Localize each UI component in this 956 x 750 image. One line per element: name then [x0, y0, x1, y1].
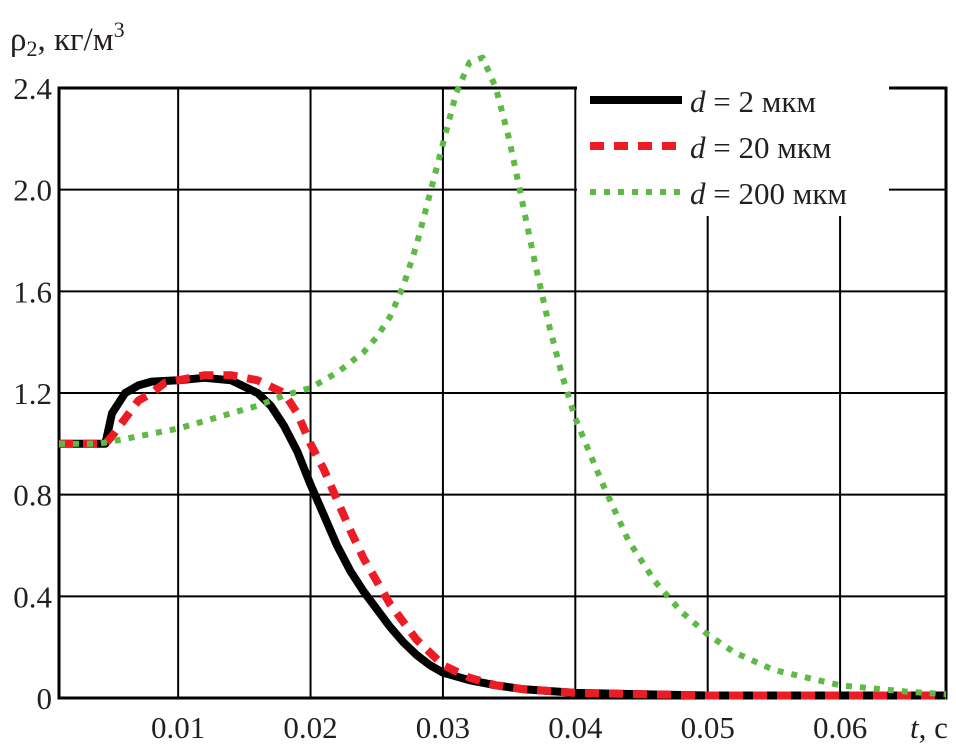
y-tick-label: 1.2 — [13, 376, 52, 411]
y-tick-label: 0.4 — [13, 579, 52, 614]
legend-var: d — [690, 130, 706, 165]
legend-label-2: d = 200 мкм — [690, 176, 847, 211]
y-tick-label: 2.4 — [13, 71, 52, 106]
legend-label-1: d = 20 мкм — [690, 130, 832, 165]
x-tick-label: 0.06 — [813, 710, 867, 745]
x-tick-label: 0.02 — [283, 710, 337, 745]
series-line-0 — [59, 373, 946, 700]
tick-labels: 0.01 0.02 0.03 0.04 0.05 0.06 0 0.4 0.8 1.2 1.6 2.0… — [13, 71, 867, 745]
x-axis-label: t, с — [910, 710, 948, 745]
legend-text: = 2 мкм — [706, 84, 817, 119]
x-tick-label: 0.04 — [548, 710, 603, 745]
grid — [57, 78, 948, 700]
y-tick-label: 0 — [37, 681, 53, 716]
x-tick-label: 0.01 — [151, 710, 205, 745]
y-axis-label: ρ2, кг/м3 — [10, 17, 125, 61]
series-line-2 — [59, 54, 947, 698]
series-line-1 — [59, 371, 946, 700]
x-tick-label: 0.05 — [681, 710, 735, 745]
y-tick-label: 1.6 — [13, 274, 52, 309]
legend-text: = 200 мкм — [706, 176, 848, 211]
series-layer — [59, 54, 947, 700]
y-tick-label: 0.8 — [13, 478, 52, 513]
x-tick-label: 0.03 — [416, 710, 470, 745]
legend-label-0: d = 2 мкм — [690, 84, 816, 119]
legend-text: = 20 мкм — [706, 130, 832, 165]
legend-var: d — [690, 176, 706, 211]
legend-var: d — [690, 84, 706, 119]
y-tick-label: 2.0 — [13, 173, 52, 208]
